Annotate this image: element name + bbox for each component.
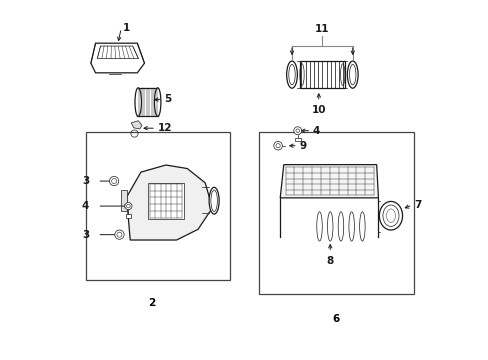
Bar bbox=[137, 88, 157, 116]
Bar bbox=[294, 138, 300, 141]
Ellipse shape bbox=[346, 61, 357, 88]
Bar bbox=[125, 214, 131, 218]
Text: 9: 9 bbox=[299, 141, 305, 151]
Text: 6: 6 bbox=[331, 314, 339, 324]
Ellipse shape bbox=[154, 88, 161, 116]
Text: 11: 11 bbox=[314, 23, 329, 33]
Ellipse shape bbox=[379, 202, 402, 230]
Text: 4: 4 bbox=[81, 201, 89, 211]
Bar bbox=[85, 132, 230, 280]
Ellipse shape bbox=[338, 212, 343, 241]
Text: 8: 8 bbox=[326, 256, 333, 266]
Ellipse shape bbox=[135, 88, 141, 116]
Polygon shape bbox=[280, 165, 378, 198]
Bar bbox=[258, 132, 413, 294]
Text: 3: 3 bbox=[81, 230, 89, 240]
Bar bbox=[299, 61, 344, 88]
Ellipse shape bbox=[348, 212, 354, 241]
Text: 7: 7 bbox=[413, 200, 420, 210]
Text: 3: 3 bbox=[81, 176, 89, 186]
Ellipse shape bbox=[286, 61, 297, 88]
Ellipse shape bbox=[316, 212, 322, 241]
Circle shape bbox=[273, 141, 282, 150]
Circle shape bbox=[293, 127, 301, 135]
Polygon shape bbox=[97, 46, 138, 59]
Ellipse shape bbox=[359, 212, 365, 241]
Polygon shape bbox=[121, 190, 126, 211]
Polygon shape bbox=[131, 121, 142, 129]
Text: 10: 10 bbox=[311, 105, 325, 115]
Polygon shape bbox=[126, 165, 212, 240]
Text: 2: 2 bbox=[148, 298, 155, 308]
Text: 1: 1 bbox=[122, 23, 129, 33]
Text: 4: 4 bbox=[312, 126, 320, 136]
Circle shape bbox=[115, 230, 124, 239]
Ellipse shape bbox=[327, 212, 332, 241]
Text: 12: 12 bbox=[157, 123, 171, 133]
Text: 5: 5 bbox=[164, 94, 171, 104]
Polygon shape bbox=[148, 183, 183, 219]
Circle shape bbox=[124, 203, 132, 210]
Ellipse shape bbox=[209, 187, 219, 214]
Circle shape bbox=[109, 176, 119, 186]
